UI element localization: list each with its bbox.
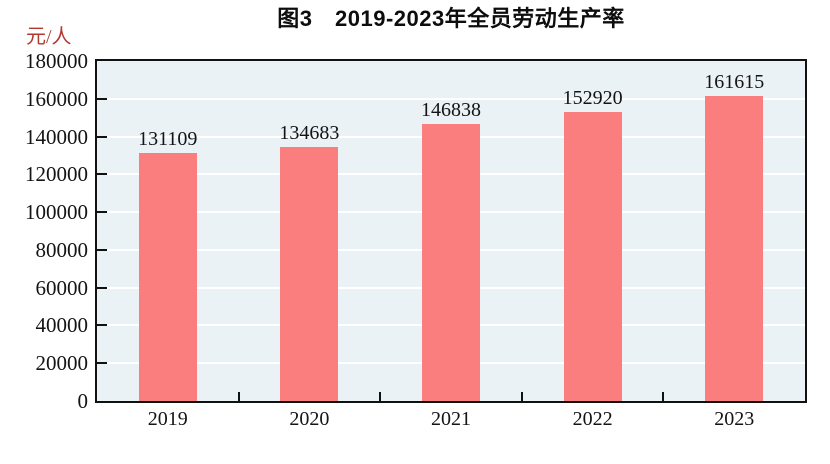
- x-tick-label: 2023: [714, 408, 755, 430]
- y-tick-label: 160000: [25, 86, 88, 111]
- bar-value-label: 152920: [562, 87, 623, 110]
- bar-2023: [705, 95, 764, 401]
- y-axis-tick: [97, 97, 107, 100]
- bar-value-label: 131109: [138, 128, 198, 151]
- x-tick-label: 2020: [289, 408, 330, 430]
- y-tick-label: 180000: [25, 49, 88, 73]
- y-axis-tick: [97, 173, 107, 176]
- y-tick-label: 120000: [25, 162, 88, 187]
- bar-2022: [563, 112, 622, 401]
- y-tick-label: 20000: [35, 351, 89, 376]
- y-axis-tick: [97, 135, 107, 138]
- gridline: [97, 97, 805, 100]
- y-tick-label: 140000: [25, 124, 88, 149]
- x-tick-label: 2022: [572, 408, 613, 430]
- chart-title: 图3 2019-2023年全员劳动生产率: [277, 6, 625, 31]
- y-axis-tick: [97, 211, 107, 214]
- bar-2021: [422, 123, 480, 401]
- y-tick-label: 0: [77, 389, 89, 413]
- x-tick-label: 2021: [431, 408, 471, 430]
- x-tick-label: 2019: [147, 408, 188, 430]
- y-axis-tick: [97, 248, 107, 251]
- bar-value-label: 161615: [704, 70, 765, 93]
- x-axis-tick: [237, 392, 240, 401]
- y-axis-tick: [97, 324, 107, 327]
- plot-area: 131109 134683 146838 152920 161615: [95, 59, 807, 403]
- x-axis-tick: [379, 392, 382, 401]
- y-tick-label: 100000: [25, 200, 88, 225]
- y-tick-label: 40000: [35, 313, 89, 338]
- y-axis-tick: [97, 362, 107, 365]
- bar-2019: [138, 153, 197, 401]
- bar-value-label: 146838: [421, 98, 481, 121]
- y-tick-label: 80000: [35, 237, 89, 262]
- x-axis-tick: [520, 392, 523, 401]
- y-tick-label: 60000: [35, 275, 89, 300]
- x-axis-tick: [662, 392, 665, 401]
- bar-value-label: 134683: [279, 121, 340, 144]
- y-axis-tick: [97, 286, 107, 289]
- y-axis-unit-label: 元/人: [26, 26, 72, 48]
- bar-2020: [280, 146, 339, 401]
